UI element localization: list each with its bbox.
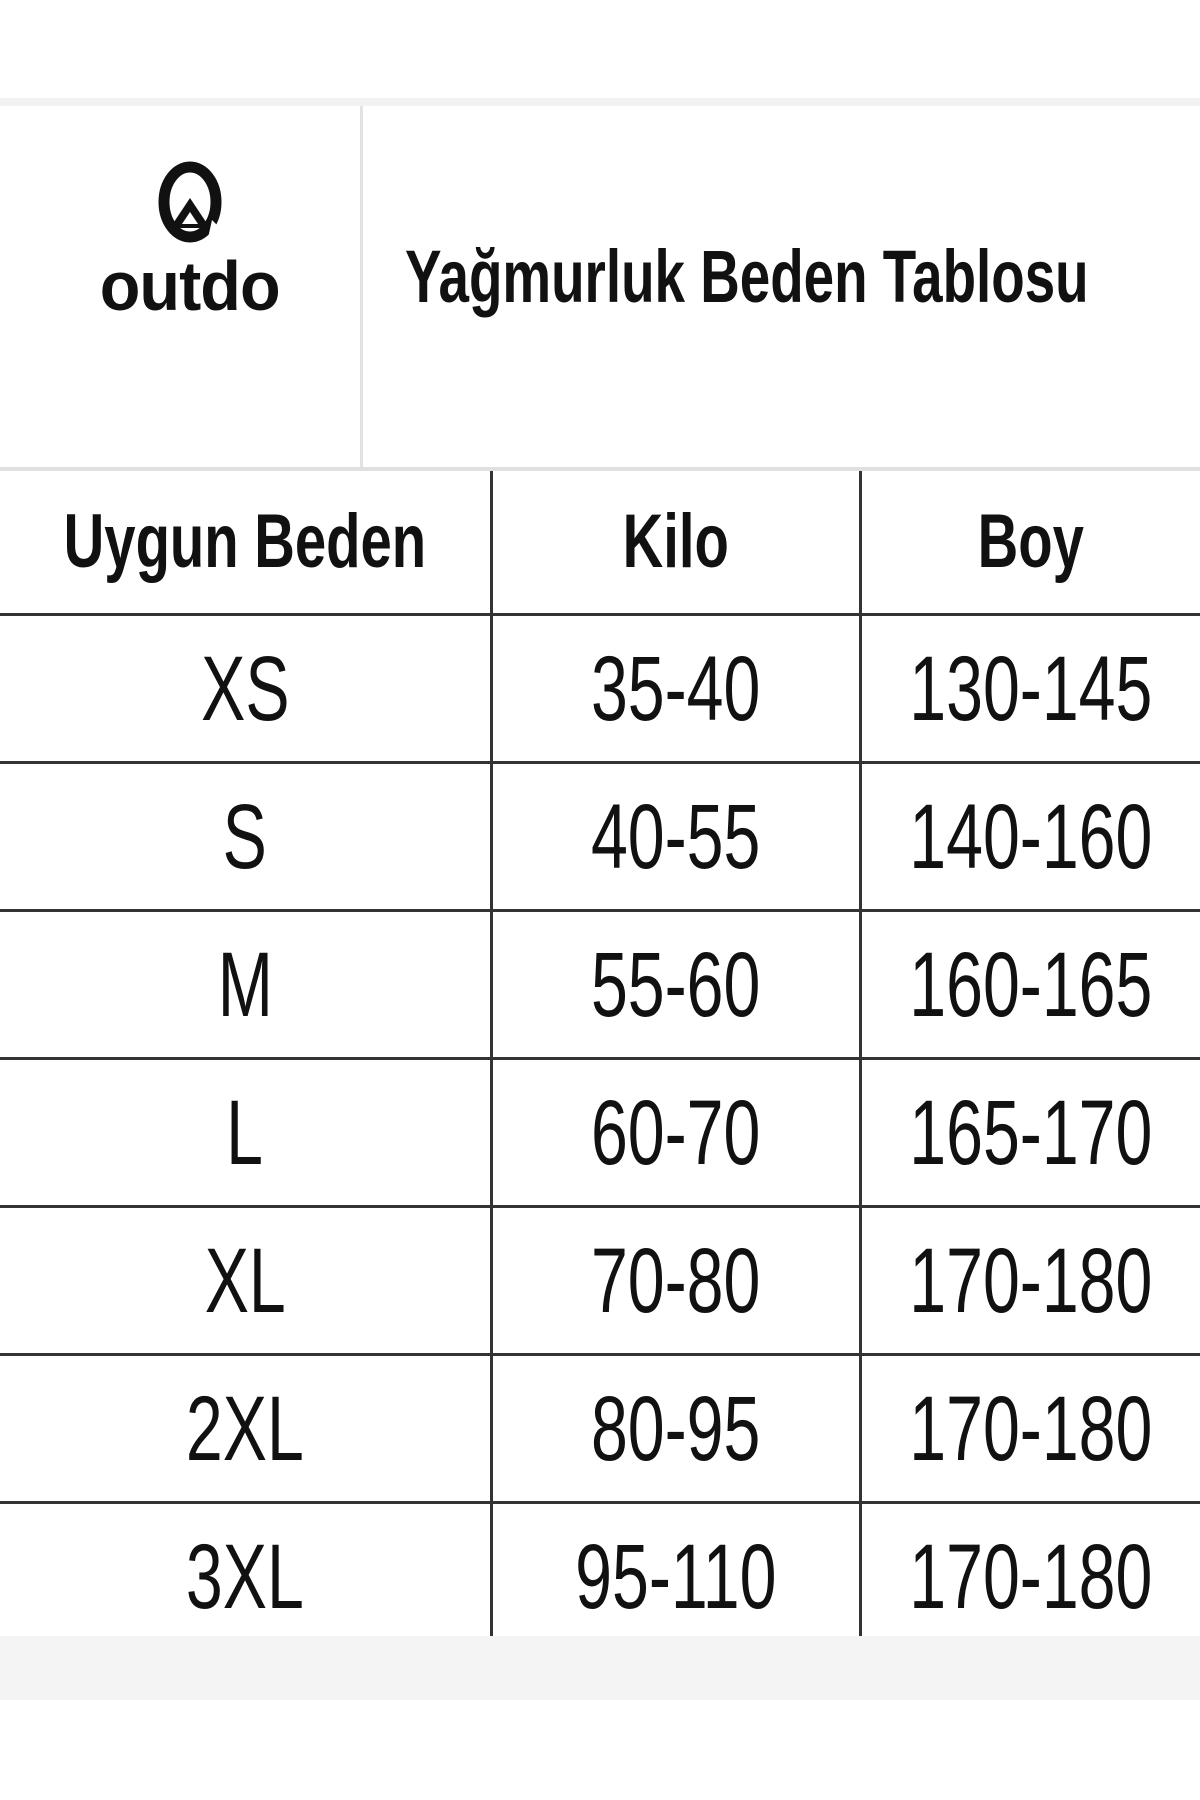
weight-cell: 95-110 xyxy=(489,1502,861,1649)
header-label: Uygun Beden xyxy=(63,499,427,584)
cell-value: M xyxy=(217,933,273,1036)
weight-cell: 70-80 xyxy=(489,1206,861,1356)
cell-value: 3XL xyxy=(185,1525,304,1628)
cell-value: 70-80 xyxy=(591,1229,761,1332)
cell-value: 160-165 xyxy=(909,933,1153,1036)
cell-value: 2XL xyxy=(185,1377,304,1480)
brand-name: outdo xyxy=(100,247,281,325)
cell-value: 40-55 xyxy=(591,785,761,888)
size-cell: XS xyxy=(0,614,492,764)
size-cell: L xyxy=(0,1058,492,1208)
size-cell: 2XL xyxy=(0,1354,492,1504)
table-row: XS 35-40 130-145 xyxy=(0,614,1200,764)
table-row: XL 70-80 170-180 xyxy=(0,1206,1200,1356)
table-row: M 55-60 160-165 xyxy=(0,910,1200,1060)
cell-value: 80-95 xyxy=(591,1377,761,1480)
weight-cell: 35-40 xyxy=(489,614,861,764)
size-cell: XL xyxy=(0,1206,492,1356)
header-label: Boy xyxy=(978,499,1085,584)
weight-cell: 60-70 xyxy=(489,1058,861,1208)
cell-value: 95-110 xyxy=(575,1525,777,1628)
brand-logo: outdo xyxy=(90,160,290,360)
mountain-circle-icon xyxy=(158,161,222,243)
cell-value: 140-160 xyxy=(909,785,1153,888)
table-row: 2XL 80-95 170-180 xyxy=(0,1354,1200,1504)
table-header-row: Uygun Beden Kilo Boy xyxy=(0,471,1200,616)
header-label: Kilo xyxy=(622,499,730,584)
header-divider xyxy=(360,106,363,470)
height-cell: 170-180 xyxy=(859,1206,1200,1356)
size-table: Uygun Beden Kilo Boy XS 35-40 130-145 S 40-5… xyxy=(0,471,1200,1649)
height-cell: 170-180 xyxy=(859,1354,1200,1504)
cell-value: 170-180 xyxy=(909,1229,1153,1332)
size-cell: M xyxy=(0,910,492,1060)
top-band xyxy=(0,98,1200,106)
page-title: Yağmurluk Beden Tablosu xyxy=(405,235,1089,318)
height-cell: 160-165 xyxy=(859,910,1200,1060)
header-weight: Kilo xyxy=(489,471,861,616)
cell-value: 130-145 xyxy=(909,637,1153,740)
size-cell: 3XL xyxy=(0,1503,491,1650)
weight-cell: 80-95 xyxy=(489,1354,861,1504)
weight-cell: 55-60 xyxy=(489,910,861,1060)
header-bottom-line xyxy=(0,467,1200,471)
cell-value: S xyxy=(222,785,268,888)
height-cell: 165-170 xyxy=(859,1058,1200,1208)
bottom-band xyxy=(0,1636,1200,1700)
cell-value: L xyxy=(226,1081,264,1184)
size-cell: S xyxy=(0,762,492,912)
height-cell: 130-145 xyxy=(859,614,1200,764)
header-height: Boy xyxy=(859,471,1200,616)
cell-value: 55-60 xyxy=(591,933,761,1036)
cell-value: 35-40 xyxy=(591,637,761,740)
table-row: S 40-55 140-160 xyxy=(0,762,1200,912)
cell-value: XS xyxy=(200,637,290,740)
weight-cell: 40-55 xyxy=(489,762,861,912)
cell-value: 165-170 xyxy=(909,1081,1153,1184)
cell-value: 170-180 xyxy=(909,1377,1153,1480)
height-cell: 170-180 xyxy=(859,1502,1200,1649)
height-cell: 140-160 xyxy=(859,762,1200,912)
cell-value: XL xyxy=(204,1229,286,1332)
header-size: Uygun Beden xyxy=(0,471,492,616)
cell-value: 170-180 xyxy=(909,1525,1153,1628)
cell-value: 60-70 xyxy=(591,1081,761,1184)
table-row: L 60-70 165-170 xyxy=(0,1058,1200,1208)
table-row: 3XL 95-110 170-180 xyxy=(0,1502,1200,1650)
